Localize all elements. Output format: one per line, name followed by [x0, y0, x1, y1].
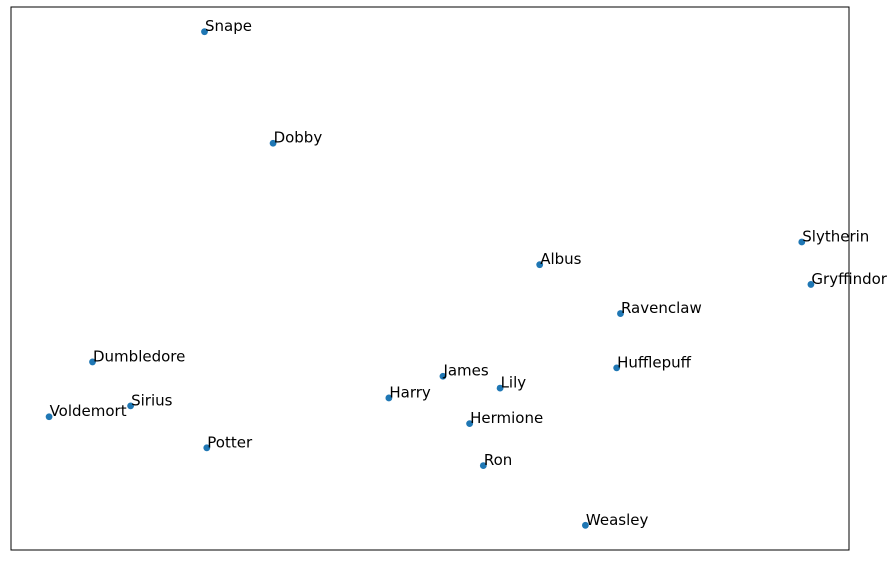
data-label-gryffindor: Gryffindor [811, 270, 887, 288]
data-label-harry: Harry [389, 383, 431, 401]
data-label-sirius: Sirius [131, 391, 173, 409]
data-label-weasley: Weasley [586, 511, 649, 529]
data-point-snape [201, 28, 208, 36]
data-point-potter [203, 444, 211, 452]
points-layer [45, 28, 815, 529]
data-label-slytherin: Slytherin [802, 227, 869, 245]
data-label-lily: Lily [501, 374, 527, 392]
data-point-james [439, 372, 447, 380]
data-label-hermione: Hermione [470, 409, 543, 427]
data-label-ravenclaw: Ravenclaw [621, 299, 702, 317]
data-label-voldemort: Voldemort [50, 402, 127, 420]
data-point-gryffindor [807, 281, 815, 288]
data-point-hufflepuff [613, 364, 621, 372]
data-point-slytherin [798, 238, 806, 246]
data-point-voldemort [45, 413, 53, 421]
data-label-snape: Snape [205, 17, 252, 35]
data-label-dobby: Dobby [274, 129, 323, 147]
data-point-ravenclaw [617, 310, 624, 317]
data-label-ron: Ron [484, 451, 512, 469]
data-label-albus: Albus [540, 250, 581, 268]
data-point-lily [496, 384, 504, 392]
labels-layer: Snape Dobby Slytherin Albus Gryffindor Ravenc… [50, 17, 888, 529]
data-label-james: James [442, 362, 488, 380]
data-point-sirius [127, 402, 135, 410]
data-point-weasley [582, 521, 589, 529]
data-point-hermione [466, 420, 474, 428]
plot-frame [10, 6, 850, 551]
data-point-dumbledore [89, 358, 96, 366]
data-point-harry [385, 394, 393, 402]
data-label-dumbledore: Dumbledore [93, 347, 185, 365]
data-point-ron [479, 462, 487, 469]
data-label-potter: Potter [207, 433, 253, 451]
data-point-albus [536, 261, 544, 269]
data-point-dobby [269, 139, 277, 147]
data-label-hufflepuff: Hufflepuff [617, 353, 692, 371]
